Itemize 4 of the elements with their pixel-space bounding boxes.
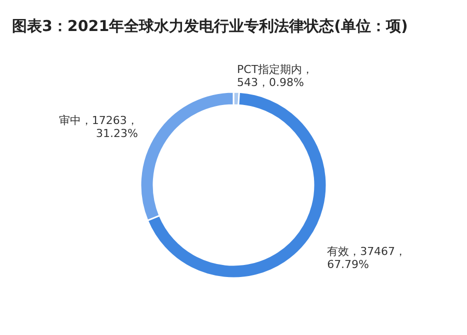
- slice-label: 有效，37467， 67.79%: [327, 244, 406, 271]
- chart-title: 图表3：2021年全球水力发电行业专利法律状态(单位：项): [12, 17, 408, 35]
- slice-label: PCT指定期内， 543，0.98%: [237, 63, 314, 90]
- slice-label: 审中，17263， 31.23%: [58, 114, 138, 140]
